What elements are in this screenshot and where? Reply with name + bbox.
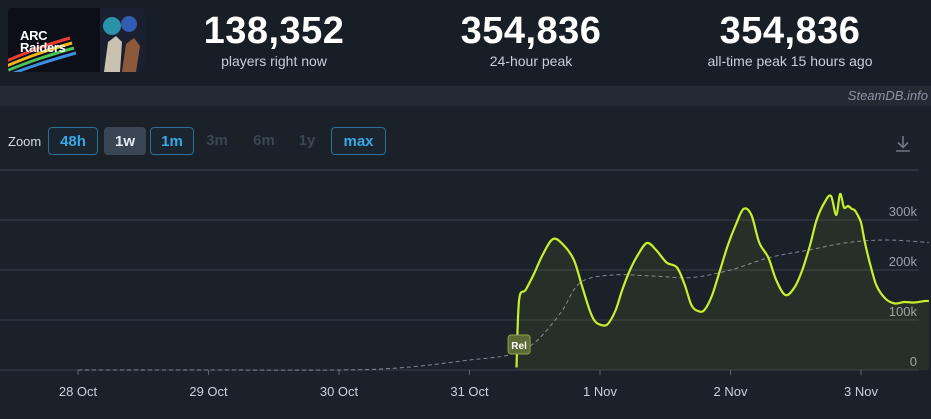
credit-bar: [0, 86, 931, 106]
stat-value: 354,836: [460, 10, 602, 52]
x-tick-label: 29 Oct: [189, 384, 228, 399]
zoom-48h-button[interactable]: 48h: [48, 127, 98, 155]
game-logo-line2: Raiders: [20, 40, 66, 55]
zoom-3m-button[interactable]: 3m: [206, 132, 228, 149]
player-count-line: [515, 192, 929, 368]
stat-value: 354,836: [719, 10, 861, 52]
game-art: [8, 8, 145, 72]
x-tick-label: 31 Oct: [450, 384, 489, 399]
zoom-1y-button[interactable]: 1y: [298, 132, 316, 149]
x-tick-label: 2 Nov: [714, 384, 748, 399]
zoom-1w-button[interactable]: 1w: [104, 127, 146, 155]
chart-gridlines: [0, 169, 919, 371]
x-tick-label: 3 Nov: [844, 384, 878, 399]
zoom-max-button[interactable]: max: [331, 127, 386, 155]
x-tick-label: 28 Oct: [59, 384, 98, 399]
zoom-1m-button[interactable]: 1m: [150, 127, 194, 155]
release-marker-label: Rel: [511, 341, 527, 352]
y-tick-label: 300k: [889, 204, 918, 219]
player-count-chart[interactable]: 28 Oct 29 Oct 30 Oct 31 Oct 1 Nov 2 Nov 3 Nov …: [0, 165, 931, 419]
stat-24h-peak: 354,836 24-hour peak: [446, 10, 616, 70]
game-logo-line1: ARC: [20, 28, 48, 43]
y-tick-label: 0: [910, 354, 917, 369]
zoom-6m-button[interactable]: 6m: [253, 132, 275, 149]
release-marker[interactable]: Rel: [507, 334, 531, 355]
stat-value: 138,352: [203, 10, 345, 52]
release-marker-box: [507, 334, 531, 355]
stat-label: players right now: [221, 53, 327, 69]
zoom-label: Zoom: [8, 134, 42, 149]
series-area: [516, 193, 929, 370]
stat-label: all-time peak 15 hours ago: [707, 53, 873, 69]
stat-all-time-peak: 354,836 all-time peak 15 hours ago: [690, 10, 890, 70]
chart-y-axis: 0 100k 200k 300k: [889, 204, 918, 369]
stat-label: 24-hour peak: [489, 53, 573, 69]
x-tick-label: 30 Oct: [320, 384, 359, 399]
chart-x-axis: 28 Oct 29 Oct 30 Oct 31 Oct 1 Nov 2 Nov 3 Nov: [59, 370, 878, 399]
game-thumbnail[interactable]: ARC Raiders: [8, 8, 145, 72]
y-tick-label: 200k: [889, 254, 918, 269]
y-tick-label: 100k: [889, 304, 918, 319]
stats-header: ARC Raiders 138,352 players right now 35…: [0, 0, 931, 86]
download-icon[interactable]: [893, 134, 913, 154]
chart-series: [78, 192, 929, 371]
game-logo: ARC Raiders: [20, 28, 66, 55]
x-tick-label: 1 Nov: [583, 384, 617, 399]
stat-current-players: 138,352 players right now: [194, 10, 354, 70]
steamdb-credit[interactable]: SteamDB.info: [847, 88, 928, 103]
